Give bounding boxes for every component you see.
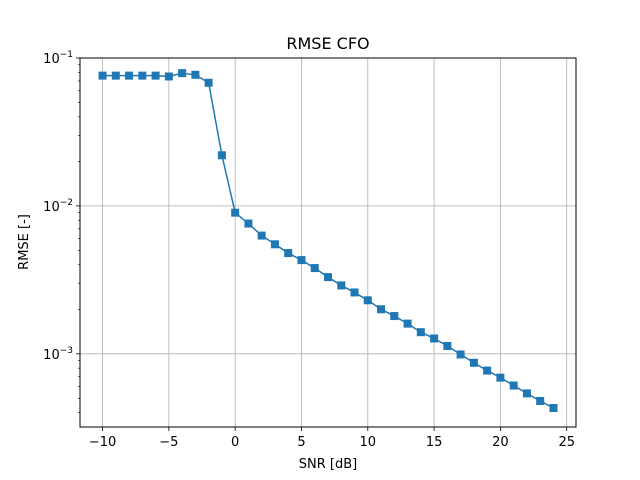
data-point — [456, 350, 465, 359]
data-point — [430, 334, 439, 343]
data-point — [204, 78, 213, 87]
chart-title: RMSE CFO — [286, 34, 369, 53]
y-tick-label: 10−1 — [43, 50, 73, 67]
data-point — [390, 312, 399, 321]
data-point — [151, 71, 160, 80]
data-point — [244, 219, 253, 228]
y-tick-label: 10−2 — [43, 198, 73, 215]
data-point — [536, 396, 545, 405]
data-point — [509, 381, 518, 390]
data-point — [549, 404, 558, 413]
data-point — [350, 288, 359, 297]
x-tick-label: 25 — [558, 435, 575, 450]
data-point — [403, 319, 412, 328]
data-point — [138, 71, 147, 80]
plot-frame — [79, 57, 577, 428]
data-point — [257, 231, 266, 240]
x-tick-label: −5 — [159, 435, 178, 450]
y-tick-label: 10−3 — [43, 346, 73, 363]
data-point — [217, 151, 226, 160]
x-tick-label: −10 — [89, 435, 116, 450]
x-tick-label: 15 — [426, 435, 443, 450]
data-point — [297, 256, 306, 265]
data-point — [363, 296, 372, 305]
data-point — [416, 328, 425, 337]
data-point — [443, 341, 452, 350]
x-tick-label: 20 — [492, 435, 509, 450]
data-point — [483, 366, 492, 375]
x-axis-label: SNR [dB] — [299, 457, 357, 472]
x-tick-label: 10 — [360, 435, 377, 450]
data-point — [337, 281, 346, 290]
data-point — [377, 305, 386, 314]
data-point — [98, 71, 107, 80]
data-point — [469, 358, 478, 367]
data-point — [231, 208, 240, 217]
data-point — [324, 273, 332, 282]
data-point — [191, 70, 200, 79]
x-axis: −10 −5 0 5 10 15 20 25 — [89, 427, 575, 450]
data-point — [496, 373, 505, 382]
data-point — [125, 71, 134, 80]
series — [98, 69, 558, 413]
data-point — [178, 69, 187, 78]
data-point — [111, 71, 120, 80]
data-point — [164, 72, 173, 81]
y-axis-label: RMSE [-] — [17, 214, 32, 270]
data-point — [522, 389, 531, 398]
x-tick-label: 5 — [297, 435, 305, 450]
data-point — [310, 264, 319, 273]
y-axis: 10−3 10−2 10−1 — [43, 50, 80, 413]
data-point — [270, 240, 279, 249]
data-point — [284, 249, 293, 258]
x-tick-label: 0 — [231, 435, 239, 450]
